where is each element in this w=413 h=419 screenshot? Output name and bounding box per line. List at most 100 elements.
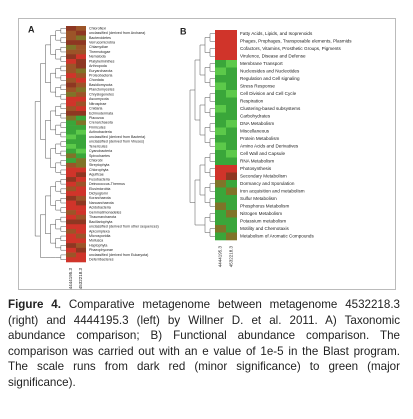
row-label: Clustering-based subsystems: [240, 106, 301, 111]
row-label: RNA Metabolism: [240, 158, 274, 163]
row-label: Arthropoda: [89, 64, 107, 68]
heatmap-cell: [66, 148, 76, 154]
heatmap-cell: [66, 77, 76, 83]
heatmap-cell: [76, 153, 86, 159]
row-label: Ascomycota: [89, 97, 109, 101]
heatmap-cell: [215, 97, 226, 106]
row-label: Chloroflexi: [89, 26, 106, 30]
row-label: Stress Response: [240, 83, 275, 88]
heatmap-cell: [66, 63, 76, 69]
heatmap-cell: [76, 120, 86, 126]
row-label: Membrane Transport: [240, 61, 283, 66]
heatmap-cell: [66, 82, 76, 88]
heatmap-cell: [66, 110, 76, 116]
heatmap-cell: [76, 243, 86, 249]
heatmap-cell: [215, 120, 226, 128]
heatmap-cell: [215, 105, 226, 113]
heatmap-cell: [76, 139, 86, 145]
heatmap-cell: [76, 252, 86, 258]
heatmap-cell: [66, 224, 76, 230]
heatmap-cell: [66, 40, 76, 46]
heatmap-cell: [226, 150, 237, 158]
heatmap-cell: [215, 195, 226, 203]
heatmap-cell: [215, 142, 226, 151]
row-label: Fatty Acids, Lipids, and Isoprenoids: [240, 31, 313, 36]
row-label: Dormancy and Sporulation: [240, 181, 295, 186]
heatmap-cell: [66, 243, 76, 249]
heatmap-cell: [226, 105, 237, 113]
heatmap-cell: [76, 77, 86, 83]
heatmap-cell: [215, 202, 226, 211]
row-label: Basidiomycota: [89, 83, 112, 87]
row-label: Tenericutes: [89, 144, 108, 148]
column-label: 4444195.3: [68, 268, 73, 290]
row-label: Potassium metabolism: [240, 218, 286, 223]
heatmap-cell: [215, 180, 226, 188]
heatmap-cell: [215, 82, 226, 91]
heatmap-cell: [66, 87, 76, 93]
heatmap-cell: [215, 112, 226, 121]
row-label: Acidobacteria: [89, 206, 111, 210]
heatmap-cell: [215, 210, 226, 218]
heatmap-cell: [76, 115, 86, 121]
heatmap-cell: [226, 232, 237, 241]
row-label: Motility and Chemotaxis: [240, 226, 289, 231]
heatmap-cell: [226, 75, 237, 83]
row-label: Thermotogae: [89, 50, 110, 54]
row-label: Chlorophyta: [89, 168, 108, 172]
heatmap-cell: [226, 142, 237, 151]
heatmap-cell: [226, 127, 237, 136]
row-label: Echinodermata: [89, 111, 113, 115]
heatmap-cell: [215, 45, 226, 53]
heatmap-cell: [66, 115, 76, 121]
heatmap-cell: [76, 26, 86, 32]
column-label: 4444195.3: [218, 246, 223, 268]
column-label: 4532218.3: [229, 246, 234, 268]
row-label: DNA Metabolism: [240, 121, 274, 126]
row-label: Secondary Metabolism: [240, 173, 287, 178]
column-label: 4532218.3: [78, 268, 83, 290]
heatmap-cell: [66, 167, 76, 173]
heatmap-cell: [215, 225, 226, 233]
heatmap-cell: [76, 186, 86, 192]
caption-label: Figure 4.: [8, 298, 61, 311]
heatmap-cell: [226, 97, 237, 106]
heatmap-cell: [76, 181, 86, 187]
heatmap-cell: [226, 172, 237, 181]
heatmap-cell: [66, 134, 76, 140]
heatmap-cell: [76, 228, 86, 234]
heatmap-cell: [76, 68, 86, 74]
caption-text: Comparative metagenome between metagenom…: [8, 298, 400, 389]
row-label: Phaeophyceae: [89, 248, 113, 252]
row-label: unclassified (derived from Archaea): [89, 31, 145, 35]
heatmap-cell: [76, 82, 86, 88]
heatmap-cell: [66, 195, 76, 201]
heatmap-cell: [76, 35, 86, 41]
heatmap-cell: [66, 49, 76, 55]
row-label: Korarchaeota: [89, 196, 111, 200]
heatmap-cell: [76, 191, 86, 197]
heatmap-cell: [76, 238, 86, 244]
heatmap-cell: [66, 158, 76, 164]
heatmap-cell: [226, 217, 237, 226]
row-label: Gemmatimonadetes: [89, 210, 122, 214]
heatmap-cell: [226, 180, 237, 188]
heatmap-cell: [215, 187, 226, 196]
row-label: Sulfur Metabolism: [240, 196, 277, 201]
row-label: Carbohydrates: [240, 113, 271, 118]
heatmap-cell: [76, 162, 86, 168]
heatmap-cell: [66, 120, 76, 126]
row-label: unclassified (derived from Viruses): [89, 140, 144, 144]
heatmap-cell: [76, 195, 86, 201]
row-label: Chordata: [89, 78, 104, 82]
row-label: Chlorobi: [89, 158, 103, 162]
heatmap-cell: [76, 148, 86, 154]
row-label: Planctomycetes: [89, 88, 115, 92]
row-label: Amino Acids and Derivatives: [240, 143, 299, 148]
row-label: Apicomplexa: [89, 229, 110, 233]
heatmap-cell: [76, 54, 86, 60]
heatmap-cell: [76, 177, 86, 183]
row-label: Firmicutes: [89, 125, 106, 129]
heatmap-cell: [66, 96, 76, 102]
